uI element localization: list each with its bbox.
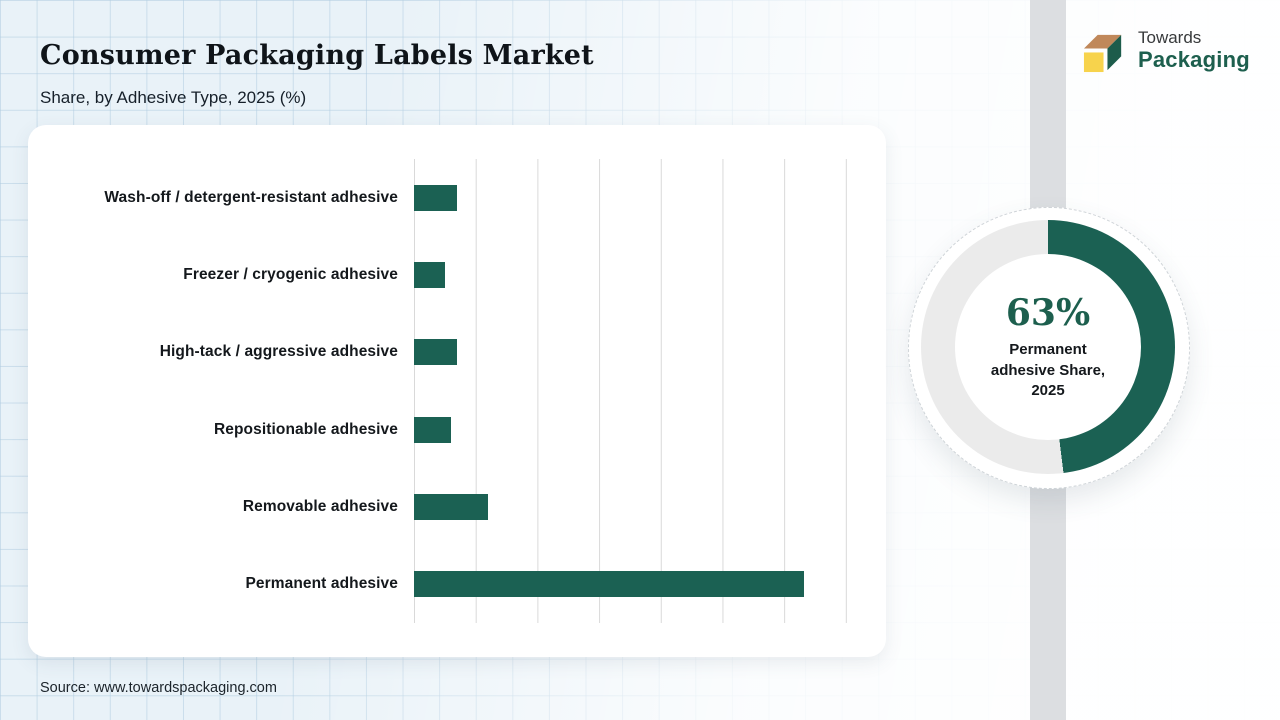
bar-row: Removable adhesive bbox=[28, 468, 848, 545]
donut-caption: Permanent adhesive Share, 2025 bbox=[990, 340, 1106, 400]
bar bbox=[414, 184, 458, 211]
bar-rows: Wash-off / detergent-resistant adhesive F… bbox=[28, 159, 848, 623]
bar-row: Wash-off / detergent-resistant adhesive bbox=[28, 159, 848, 236]
donut-chart: 63% Permanent adhesive Share, 2025 bbox=[908, 207, 1190, 489]
bar bbox=[414, 416, 452, 443]
bar-row: Freezer / cryogenic adhesive bbox=[28, 236, 848, 313]
bar-label: Permanent adhesive bbox=[245, 575, 398, 593]
chart-gridlines bbox=[414, 159, 847, 623]
bar-label: High-tack / aggressive adhesive bbox=[159, 343, 398, 361]
brand-name-line1: Towards bbox=[1138, 28, 1202, 47]
source-attribution: Source: www.towardspackaging.com bbox=[40, 680, 277, 696]
bar-chart-card: Wash-off / detergent-resistant adhesive F… bbox=[28, 125, 886, 657]
bar bbox=[414, 571, 804, 598]
bar-label: Wash-off / detergent-resistant adhesive bbox=[104, 188, 398, 206]
bar-row: Repositionable adhesive bbox=[28, 391, 848, 468]
bar-label: Freezer / cryogenic adhesive bbox=[183, 265, 398, 283]
bar-chart: Wash-off / detergent-resistant adhesive F… bbox=[28, 159, 848, 623]
bar-label: Repositionable adhesive bbox=[213, 420, 398, 438]
bar-row: High-tack / aggressive adhesive bbox=[28, 314, 848, 391]
brand-name-line2: Packaging bbox=[1138, 46, 1250, 72]
donut-value-label: 63% bbox=[1005, 291, 1091, 334]
brand-logo-text: Towards Packaging bbox=[1138, 26, 1250, 75]
page-subtitle: Share, by Adhesive Type, 2025 (%) bbox=[40, 88, 307, 107]
package-box-icon bbox=[1083, 34, 1122, 73]
page-title: Consumer Packaging Labels Market bbox=[40, 40, 594, 71]
bar bbox=[414, 261, 445, 288]
brand-logo: Towards Packaging bbox=[1082, 26, 1250, 75]
bar-label: Removable adhesive bbox=[242, 497, 398, 515]
bar bbox=[414, 493, 489, 520]
donut-center: 63% Permanent adhesive Share, 2025 bbox=[955, 254, 1141, 440]
bar-row: Permanent adhesive bbox=[28, 546, 848, 623]
bar bbox=[414, 339, 458, 366]
